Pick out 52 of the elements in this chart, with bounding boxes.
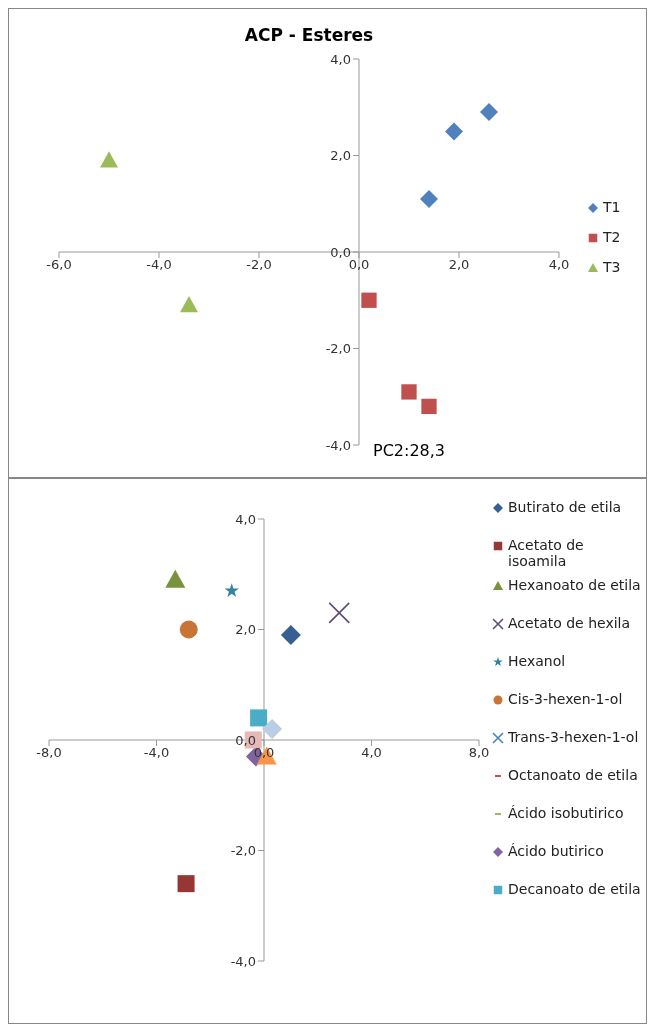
point bbox=[177, 875, 195, 893]
legend-label: Trans-3-hexen-1-ol bbox=[508, 729, 639, 745]
annotation: PC2:28,3 bbox=[373, 441, 446, 460]
point bbox=[445, 122, 463, 141]
y-tick-label: 2,0 bbox=[235, 622, 256, 638]
point bbox=[180, 296, 198, 313]
x-tick-label: -4,0 bbox=[146, 257, 172, 273]
x-tick-label: 4,0 bbox=[361, 745, 382, 761]
x-tick-label: -2,0 bbox=[246, 257, 272, 273]
point bbox=[401, 384, 417, 400]
x-tick-label: -6,0 bbox=[46, 257, 72, 273]
legend-label: T3 bbox=[603, 259, 621, 275]
legend-label: Hexanoato de etila bbox=[508, 577, 641, 593]
y-tick-label: 0,0 bbox=[235, 732, 256, 748]
point bbox=[421, 398, 437, 415]
y-tick-label: -2,0 bbox=[230, 843, 256, 859]
legend-label: Ácido butirico bbox=[508, 843, 604, 859]
point bbox=[100, 151, 118, 168]
x-tick-label: -8,0 bbox=[36, 745, 62, 761]
y-tick-label: -4,0 bbox=[230, 953, 256, 969]
legend-label: Octanoato de etila bbox=[508, 767, 638, 783]
x-tick-label: -4,0 bbox=[143, 745, 170, 761]
legend-label: Butirato de etila bbox=[508, 499, 622, 515]
legend-label: Acetato de hexila bbox=[508, 615, 631, 631]
legend-label: T1 bbox=[603, 199, 621, 215]
point bbox=[328, 602, 351, 624]
y-tick-label: 4,0 bbox=[235, 511, 256, 527]
point bbox=[224, 583, 239, 597]
x-tick-label: 0,0 bbox=[348, 257, 370, 273]
x-tick-label: 8,0 bbox=[468, 745, 490, 761]
point bbox=[280, 625, 301, 646]
chart-title: ACP - Esteres bbox=[243, 25, 375, 45]
y-tick-label: 4,0 bbox=[330, 51, 351, 67]
point bbox=[165, 569, 186, 588]
legend-label: Decanoato de etila bbox=[508, 881, 641, 897]
point bbox=[361, 292, 377, 308]
legend-label: T2 bbox=[603, 229, 621, 245]
y-tick-label: 2,0 bbox=[330, 148, 351, 164]
point bbox=[480, 103, 498, 122]
point bbox=[262, 718, 283, 739]
point bbox=[250, 709, 268, 727]
legend-label: Acetato de isoamila bbox=[508, 537, 585, 569]
y-tick-label: 0,0 bbox=[330, 244, 351, 260]
legend-label: Ácido isobutirico bbox=[508, 805, 624, 821]
y-tick-label: -2,0 bbox=[325, 341, 351, 357]
legend-label: Hexanol bbox=[508, 653, 566, 669]
x-tick-label: 2,0 bbox=[448, 257, 470, 273]
legend-label: Cis-3-hexen-1-ol bbox=[508, 691, 623, 707]
y-tick-label: -4,0 bbox=[325, 437, 351, 453]
x-tick-label: 4,0 bbox=[548, 257, 570, 273]
point bbox=[179, 620, 198, 639]
point bbox=[420, 189, 438, 208]
